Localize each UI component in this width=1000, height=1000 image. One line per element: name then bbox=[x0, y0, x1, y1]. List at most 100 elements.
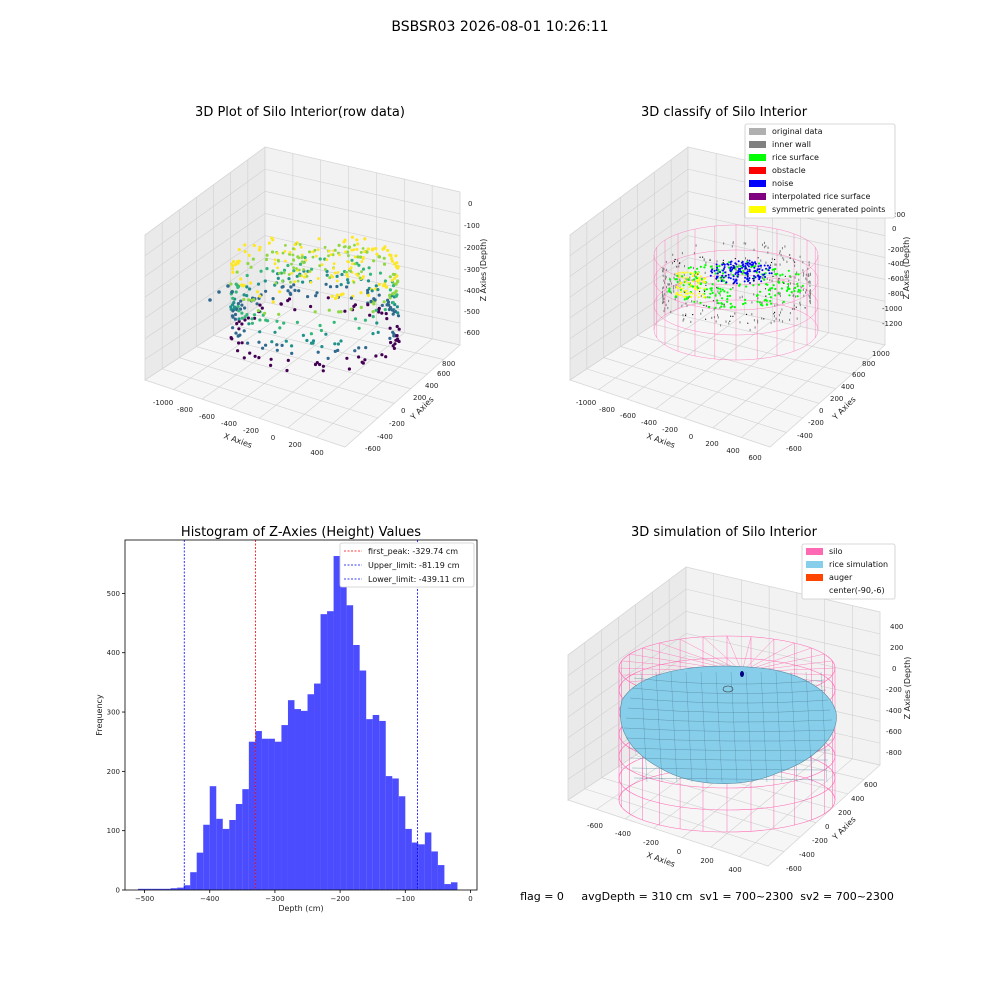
histogram-bar bbox=[307, 694, 315, 890]
raw-point bbox=[249, 281, 253, 285]
wall-point bbox=[757, 319, 759, 322]
raw-point bbox=[270, 340, 274, 344]
raw-point bbox=[289, 285, 293, 289]
raw-point bbox=[283, 249, 287, 253]
raw-point bbox=[247, 322, 251, 326]
rice-surface-point bbox=[790, 291, 793, 294]
noise-point bbox=[721, 274, 724, 277]
noise-point bbox=[767, 269, 770, 272]
histogram-bar bbox=[138, 888, 145, 890]
symmetric-point bbox=[695, 273, 698, 276]
wall-point bbox=[799, 303, 801, 306]
rice-surface-point bbox=[668, 278, 672, 281]
wall-point bbox=[687, 296, 689, 300]
wall-point bbox=[673, 276, 675, 279]
dark-point bbox=[704, 290, 706, 292]
raw-point bbox=[395, 324, 399, 329]
raw-point bbox=[382, 300, 386, 304]
raw-point bbox=[356, 255, 360, 259]
noise-point bbox=[723, 266, 726, 269]
raw-point bbox=[302, 261, 305, 265]
classify-z-tick: -800 bbox=[888, 290, 904, 298]
raw-point bbox=[376, 330, 380, 334]
rice-surface-meshline bbox=[631, 687, 827, 694]
histogram-bar bbox=[346, 605, 354, 890]
raw-point bbox=[392, 346, 396, 350]
raw-point bbox=[257, 356, 261, 360]
histogram-bar bbox=[301, 710, 308, 890]
rice-surface-point bbox=[719, 290, 722, 293]
raw-point bbox=[332, 320, 336, 324]
classify-y-tick: 800 bbox=[862, 360, 875, 368]
classify-y-tick: -600 bbox=[786, 445, 802, 453]
noise-point bbox=[727, 276, 730, 279]
dark-point bbox=[747, 322, 749, 324]
raw-point bbox=[396, 266, 400, 270]
noise-point bbox=[734, 273, 737, 275]
raw-point bbox=[313, 248, 317, 252]
dark-point bbox=[804, 307, 806, 309]
classify-point-cloud bbox=[662, 241, 811, 332]
simulation-y-tick: 0 bbox=[825, 823, 829, 831]
rice-surface-point bbox=[717, 302, 720, 305]
rice-surface-point bbox=[766, 283, 769, 286]
rice-surface-meshline bbox=[629, 697, 829, 704]
raw-point bbox=[280, 343, 284, 347]
noise-point bbox=[729, 270, 732, 272]
classify-legend-label: obstacle bbox=[772, 166, 806, 175]
rice-surface-point bbox=[787, 282, 790, 286]
symmetric-point bbox=[686, 276, 689, 279]
raw-point bbox=[344, 250, 347, 254]
noise-point bbox=[735, 263, 738, 266]
rice-surface-point bbox=[688, 295, 691, 298]
wall-point bbox=[760, 259, 762, 262]
raw-point bbox=[388, 326, 392, 330]
raw-point bbox=[286, 289, 290, 293]
raw-point bbox=[380, 353, 384, 357]
histogram-bar bbox=[144, 888, 152, 890]
classify-legend-swatch bbox=[749, 141, 766, 148]
histogram-bars bbox=[138, 556, 458, 890]
noise-point bbox=[744, 262, 747, 265]
wall-point bbox=[711, 265, 713, 268]
symmetric-point bbox=[699, 275, 702, 278]
rice-surface-point bbox=[693, 300, 696, 303]
raw-point bbox=[278, 326, 282, 330]
wall-point bbox=[809, 281, 811, 284]
rice-surface-point bbox=[801, 284, 804, 287]
dark-point bbox=[709, 259, 711, 261]
wall-point bbox=[795, 295, 797, 298]
wall-point bbox=[738, 264, 740, 267]
noise-point bbox=[754, 270, 757, 273]
wall-point bbox=[696, 300, 698, 303]
dark-point bbox=[789, 254, 791, 256]
wall-point bbox=[728, 322, 730, 325]
raw-point bbox=[330, 274, 333, 277]
symmetric-point bbox=[697, 282, 700, 285]
raw-point bbox=[368, 272, 373, 276]
raw-point bbox=[217, 290, 221, 294]
raw-point bbox=[265, 267, 269, 271]
raw-point bbox=[345, 285, 349, 289]
rice-surface-point bbox=[714, 306, 717, 309]
rice-surface-point bbox=[770, 287, 774, 290]
rice-surface-point bbox=[729, 302, 732, 305]
histogram-bar bbox=[183, 885, 191, 890]
noise-point bbox=[743, 280, 746, 283]
wall-point bbox=[685, 313, 687, 316]
wall-point bbox=[778, 314, 780, 317]
raw-point bbox=[357, 263, 361, 267]
symmetric-point bbox=[689, 271, 692, 274]
wall-point bbox=[799, 255, 801, 258]
classify-y-ticks: -600 -400 -200 0 200 400 600 800 1000 bbox=[786, 350, 890, 453]
noise-point bbox=[761, 269, 764, 272]
classify-legend-swatch bbox=[749, 167, 766, 174]
raw-point bbox=[234, 262, 238, 266]
wall-point bbox=[757, 297, 759, 300]
raw-point bbox=[235, 270, 239, 274]
raw-point bbox=[383, 308, 387, 312]
rice-surface-point bbox=[786, 286, 790, 289]
symmetric-point bbox=[703, 287, 706, 290]
raw-point bbox=[338, 253, 341, 257]
wall-point bbox=[798, 278, 800, 281]
